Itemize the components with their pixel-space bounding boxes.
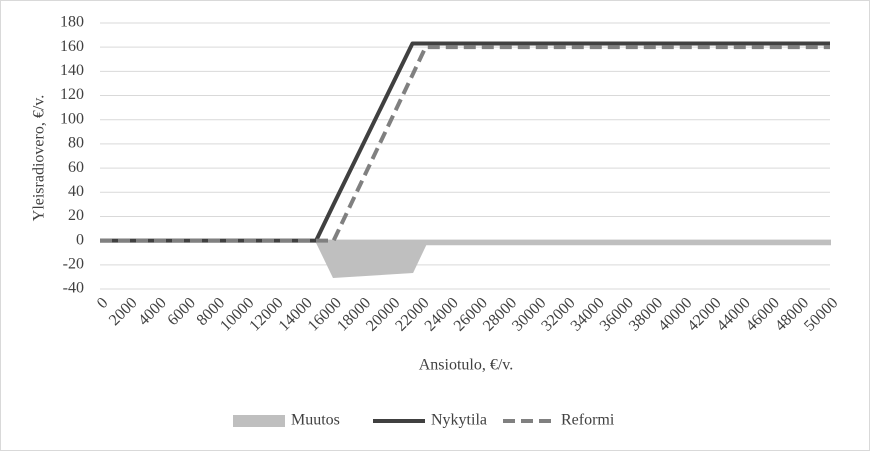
y-tick-label: 60 xyxy=(68,159,84,176)
y-tick-label: 140 xyxy=(60,62,84,79)
y-tick-label: 40 xyxy=(68,183,84,200)
y-tick-label: 160 xyxy=(60,38,84,55)
x-axis-label: Ansiotulo, €/v. xyxy=(419,357,514,374)
y-tick-label: 20 xyxy=(68,207,84,224)
y-tick-label: -40 xyxy=(63,280,84,297)
legend-label: Muutos xyxy=(291,412,340,429)
y-tick-label: 0 xyxy=(76,231,84,248)
area xyxy=(100,239,831,278)
y-tick-label: 120 xyxy=(60,86,84,103)
legend-swatch xyxy=(233,415,285,427)
y-axis-label: Yleisradiovero, €/v. xyxy=(31,95,48,221)
y-tick-label: 100 xyxy=(60,110,84,127)
legend-label: Nykytila xyxy=(431,412,487,429)
legend-label: Reformi xyxy=(561,412,615,429)
y-tick-label: -20 xyxy=(63,255,84,272)
line xyxy=(100,45,830,243)
y-tick-label: 80 xyxy=(68,135,84,152)
y-tick-label: 180 xyxy=(60,14,84,31)
